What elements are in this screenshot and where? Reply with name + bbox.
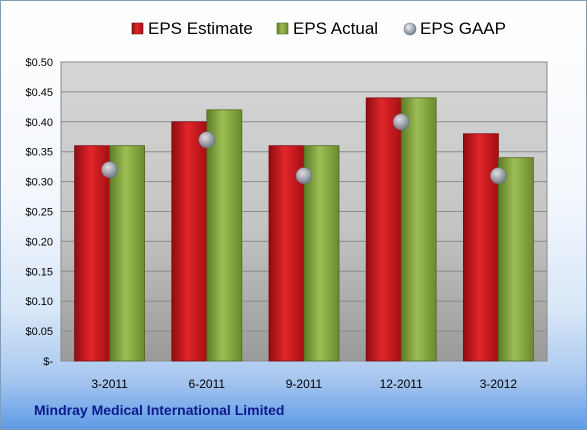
- x-tick-label: 12-2011: [380, 377, 423, 391]
- point-eps-gaap: [392, 113, 410, 131]
- bar-eps-actual: [303, 145, 340, 362]
- bar-eps-estimate: [171, 121, 208, 362]
- x-tick-label: 6-2011: [189, 377, 226, 391]
- bar-eps-actual: [109, 145, 145, 362]
- gaap-points: [101, 113, 507, 184]
- bar-eps-estimate: [74, 145, 110, 362]
- legend-swatch: [276, 22, 289, 35]
- y-tick-label: $0.10: [25, 296, 53, 308]
- bar-eps-actual: [206, 109, 243, 362]
- legend: EPS Estimate EPS Actual EPS GAAP: [131, 19, 506, 38]
- point-eps-gaap: [490, 167, 507, 184]
- legend-label: EPS GAAP: [420, 19, 506, 38]
- point-eps-gaap: [198, 131, 216, 149]
- x-tick-label: 9-2011: [286, 377, 323, 391]
- legend-swatch: [403, 22, 417, 36]
- legend-swatch: [131, 22, 144, 35]
- y-tick-label: $-: [43, 356, 53, 368]
- bar-eps-estimate: [268, 145, 305, 362]
- y-axis-ticks: $- $0.05 $0.10 $0.15 $0.20 $0.25 $0.30 $0.35 $0.…: [25, 57, 53, 368]
- bar-eps-estimate: [462, 133, 499, 362]
- y-tick-label: $0.35: [25, 147, 53, 159]
- bars: [74, 97, 534, 362]
- y-tick-label: $0.20: [25, 236, 53, 248]
- y-tick-label: $0.30: [25, 177, 53, 189]
- y-tick-label: $0.25: [25, 207, 53, 219]
- y-tick-label: $0.15: [25, 266, 53, 278]
- company-name: Mindray Medical International Limited: [34, 402, 285, 418]
- bar-eps-actual: [400, 97, 437, 362]
- legend-label: EPS Estimate: [148, 19, 253, 38]
- y-tick-label: $0.05: [25, 326, 53, 338]
- x-tick-label: 3-2011: [91, 377, 128, 391]
- y-tick-label: $0.45: [25, 87, 53, 99]
- y-tick-label: $0.50: [25, 57, 53, 69]
- y-tick-label: $0.40: [25, 117, 53, 129]
- x-tick-label: 3-2012: [480, 377, 518, 391]
- point-eps-gaap: [101, 161, 118, 178]
- legend-label: EPS Actual: [293, 19, 378, 38]
- x-axis-ticks: 3-2011 6-2011 9-2011 12-2011 3-2012: [91, 377, 517, 391]
- bar-eps-estimate: [365, 97, 402, 362]
- bar-eps-actual: [497, 157, 534, 362]
- point-eps-gaap: [295, 167, 313, 184]
